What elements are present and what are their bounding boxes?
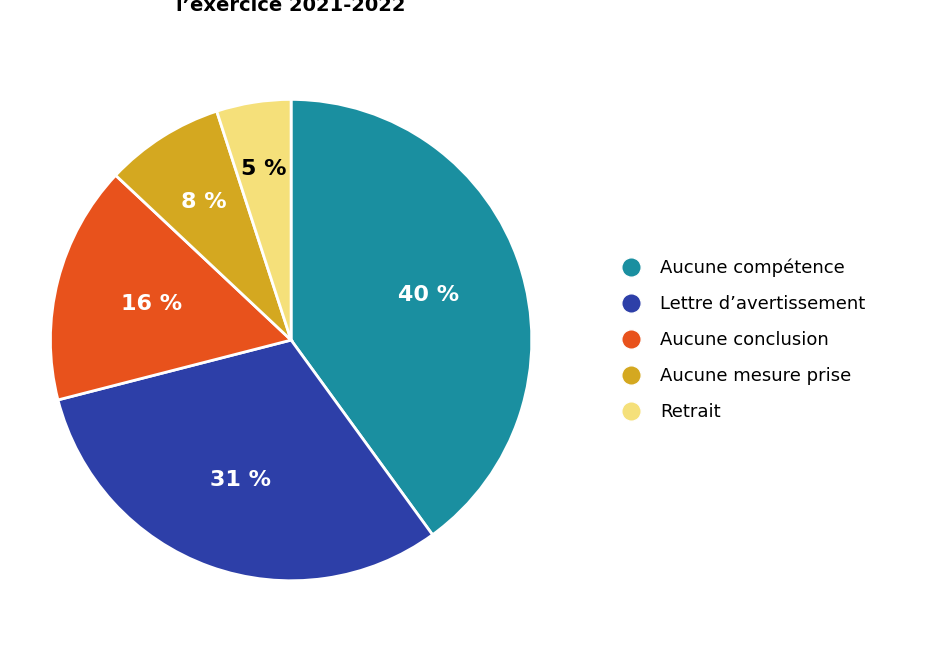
Wedge shape [115,111,291,340]
Wedge shape [217,99,291,340]
Text: 8 %: 8 % [180,192,226,212]
Wedge shape [58,340,433,581]
Text: 16 %: 16 % [120,294,182,314]
Text: 5 %: 5 % [241,159,286,179]
Text: 40 %: 40 % [398,285,459,305]
Wedge shape [51,175,291,400]
Wedge shape [291,99,531,535]
Legend: Aucune compétence, Lettre d’avertissement, Aucune conclusion, Aucune mesure pris: Aucune compétence, Lettre d’avertissemen… [613,259,865,421]
Title: Assurance de personnes – Résultats des principales plaintes pour
l’exercice 2021: Assurance de personnes – Résultats des p… [0,0,652,16]
Text: 31 %: 31 % [210,470,271,490]
